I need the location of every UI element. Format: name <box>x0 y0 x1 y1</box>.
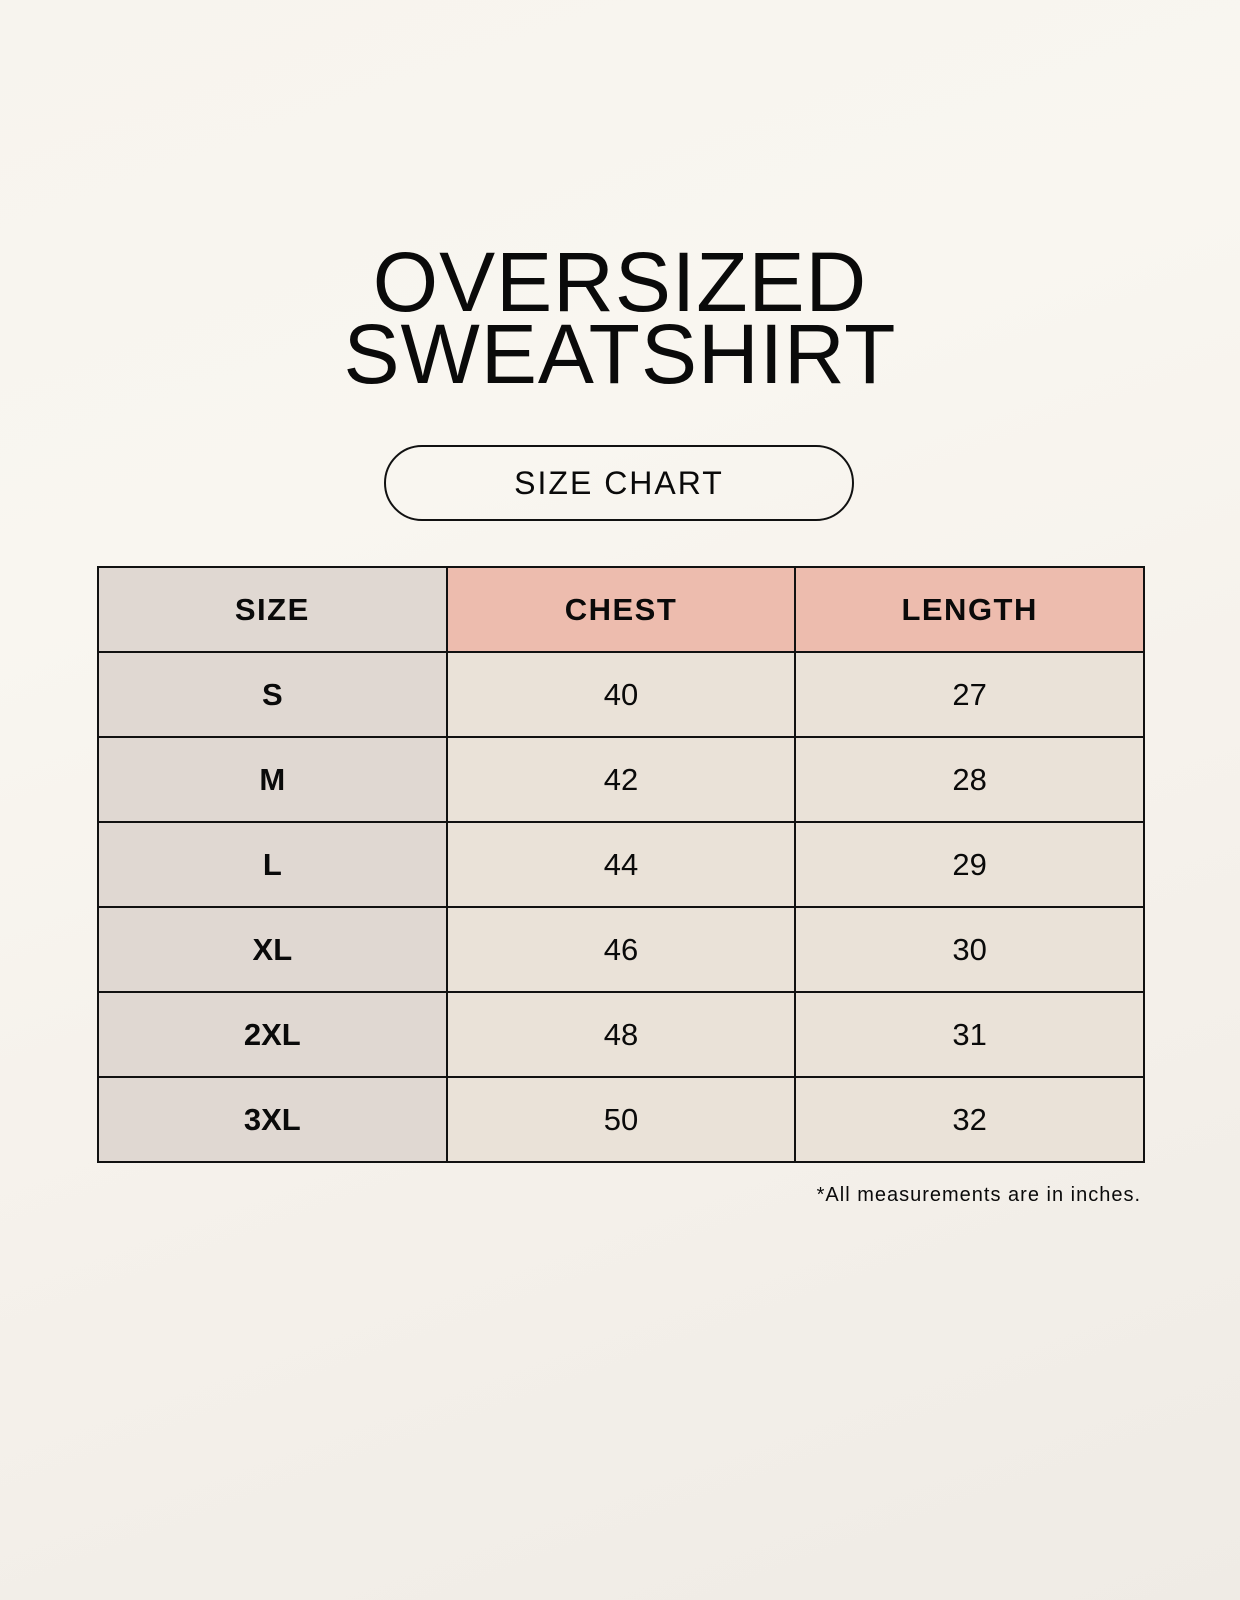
size-table: SIZE CHEST LENGTH S 40 27 M 42 28 L 44 29 XL 46 30 2… <box>97 566 1145 1163</box>
length-cell: 27 <box>794 651 1145 738</box>
chest-cell: 46 <box>445 906 797 993</box>
header-row: SIZE CHEST LENGTH <box>97 566 1145 653</box>
chest-cell: 48 <box>445 991 797 1078</box>
table-row: S 40 27 <box>97 651 1145 738</box>
length-cell: 29 <box>794 821 1145 908</box>
chest-cell: 44 <box>445 821 797 908</box>
size-cell: 2XL <box>97 991 448 1078</box>
length-cell: 28 <box>794 736 1145 823</box>
table-row: 3XL 50 32 <box>97 1076 1145 1163</box>
length-cell: 31 <box>794 991 1145 1078</box>
chest-cell: 42 <box>445 736 797 823</box>
table-row: M 42 28 <box>97 736 1145 823</box>
length-cell: 30 <box>794 906 1145 993</box>
size-cell: S <box>97 651 448 738</box>
header-chest: CHEST <box>445 566 797 653</box>
size-cell: XL <box>97 906 448 993</box>
length-cell: 32 <box>794 1076 1145 1163</box>
table-row: XL 46 30 <box>97 906 1145 993</box>
chest-cell: 50 <box>445 1076 797 1163</box>
title-line: SWEATSHIRT <box>343 307 897 401</box>
page-title: OVERSIZED SWEATSHIRT <box>0 235 1240 401</box>
header-length: LENGTH <box>794 566 1145 653</box>
size-cell: 3XL <box>97 1076 448 1163</box>
chest-cell: 40 <box>445 651 797 738</box>
size-cell: L <box>97 821 448 908</box>
table-row: 2XL 48 31 <box>97 991 1145 1078</box>
footnote: *All measurements are in inches. <box>816 1184 1141 1206</box>
title-line: OVERSIZED <box>372 235 868 329</box>
table-row: L 44 29 <box>97 821 1145 908</box>
header-size: SIZE <box>97 566 448 653</box>
size-cell: M <box>97 736 448 823</box>
size-chart-label: SIZE CHART <box>384 445 854 521</box>
